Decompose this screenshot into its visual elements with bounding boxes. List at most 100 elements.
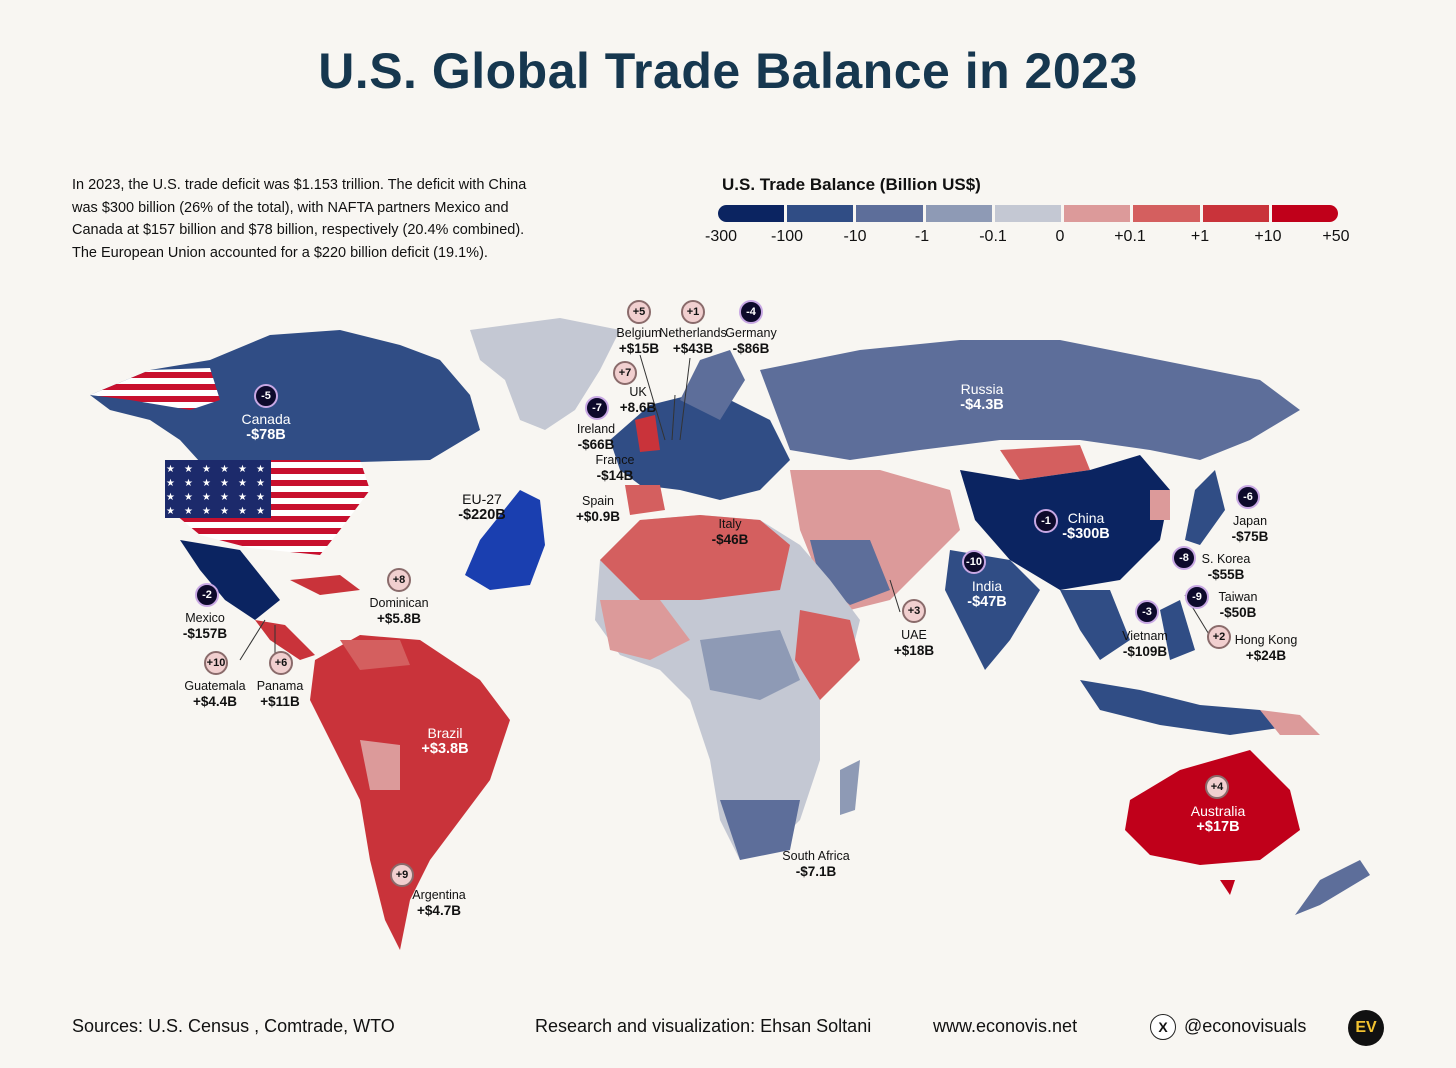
country-label-uk: UK +8.6B	[620, 385, 656, 416]
world-map: ★	[90, 318, 1370, 950]
region-spain	[625, 485, 665, 515]
country-label-southafrica: South Africa -$7.1B	[782, 849, 849, 880]
country-label-france: France -$14B	[596, 453, 635, 484]
region-japan	[1185, 470, 1225, 545]
legend-swatch	[1271, 205, 1338, 222]
region-australia	[1125, 750, 1300, 865]
rank-badge-skorea: -8	[1172, 546, 1196, 570]
country-balance-value: -$4.3B	[960, 397, 1004, 413]
country-label-japan: Japan -$75B	[1232, 514, 1269, 545]
rank-badge-hongkong: +2	[1207, 625, 1231, 649]
legend-tick-label: +10	[1254, 228, 1282, 245]
country-name: South Africa	[782, 849, 850, 863]
region-eu27-inset	[465, 490, 545, 590]
country-name: Vietnam	[1122, 629, 1168, 643]
country-name: Mexico	[185, 611, 225, 625]
rank-badge-ireland: -7	[585, 396, 609, 420]
country-name: India	[971, 578, 1003, 594]
country-name: China	[1067, 510, 1105, 526]
region-southern-africa	[720, 800, 800, 860]
legend-swatch	[856, 205, 923, 222]
country-label-belgium: Belgium +$15B	[616, 326, 661, 357]
country-label-taiwan: Taiwan -$50B	[1219, 590, 1258, 621]
footer-website[interactable]: www.econovis.net	[933, 1016, 1078, 1036]
country-label-hongkong: Hong Kong +$24B	[1235, 633, 1298, 664]
country-label-skorea: S. Korea -$55B	[1202, 552, 1251, 583]
country-name: Hong Kong	[1234, 633, 1298, 647]
country-label-argentina: Argentina +$4.7B	[412, 888, 466, 919]
intro-text: In 2023, the U.S. trade deficit was $1.1…	[72, 177, 527, 261]
region-central-africa	[700, 630, 800, 700]
country-name: Italy	[718, 517, 742, 531]
region-philippines	[1160, 600, 1195, 660]
region-china	[960, 455, 1170, 590]
country-balance-value: -$55B	[1207, 567, 1245, 582]
rank-badge-vietnam: -3	[1135, 600, 1159, 624]
region-india	[945, 550, 1040, 670]
region-png	[1260, 710, 1320, 735]
region-greenland	[470, 318, 620, 430]
region-indonesia	[1080, 680, 1300, 735]
country-label-australia: Australia +$17B	[1191, 804, 1245, 836]
rank-badge-argentina: +9	[390, 863, 414, 887]
country-balance-value: +$17B	[1196, 819, 1240, 835]
country-balance-value: +8.6B	[619, 400, 657, 415]
country-balance-value: +$11B	[260, 694, 300, 709]
country-balance-value: -$109B	[1122, 644, 1168, 659]
rank-badge-uae: +3	[902, 599, 926, 623]
country-balance-value: -$78B	[246, 427, 286, 443]
region-mexico	[180, 540, 280, 620]
region-bolivia	[360, 740, 400, 790]
country-name: Germany	[725, 326, 777, 340]
region-venezuela	[340, 640, 410, 670]
x-icon[interactable]: X	[1150, 1014, 1176, 1040]
rank-badge-australia: +4	[1205, 775, 1229, 799]
footer-credit: Research and visualization: Ehsan Soltan…	[535, 1016, 872, 1036]
country-label-mexico: Mexico -$157B	[183, 611, 227, 642]
country-balance-value: +$0.9B	[576, 509, 620, 524]
legend-tick-label: +1	[1190, 228, 1210, 245]
country-balance-value: -$47B	[967, 594, 1007, 610]
country-name: S. Korea	[1201, 552, 1251, 566]
country-label-canada: Canada -$78B	[241, 412, 290, 444]
rank-badge-netherlands: +1	[681, 300, 705, 324]
country-name: France	[595, 453, 635, 467]
country-name: Japan	[1232, 514, 1268, 528]
region-north-africa	[600, 515, 790, 600]
legend-swatch	[1202, 205, 1269, 222]
rank-badge-panama: +6	[269, 651, 293, 675]
legend-color-scale	[718, 205, 1338, 222]
legend-ticks: -300 -100 -10 -1 -0.1 0 +0.1 +1 +10 +50	[0, 228, 1456, 250]
rank-badge-china: -1	[1034, 509, 1058, 533]
country-name: Taiwan	[1218, 590, 1258, 604]
country-balance-value: -$66B	[577, 437, 615, 452]
legend-swatch	[1064, 205, 1131, 222]
rank-badge-japan: -6	[1236, 485, 1260, 509]
country-balance-value: -$75B	[1231, 529, 1269, 544]
country-label-india: India -$47B	[967, 578, 1007, 611]
country-balance-value: +$24B	[1245, 648, 1287, 663]
country-name: Argentina	[412, 888, 466, 902]
region-new-zealand	[1295, 860, 1370, 915]
legend-swatch	[1133, 205, 1200, 222]
rank-badge-germany: -4	[739, 300, 763, 324]
page-title: U.S. Global Trade Balance in 2023	[318, 43, 1138, 99]
region-mongolia	[1000, 445, 1090, 480]
legend-title: U.S. Trade Balance (Billion US$)	[722, 175, 981, 194]
country-name: Belgium	[616, 326, 662, 340]
legend-tick-label: -300	[704, 228, 738, 245]
country-balance-value: +$4.7B	[417, 903, 461, 918]
country-label-panama: Panama +$11B	[257, 679, 304, 710]
legend-swatch	[787, 205, 854, 222]
legend-tick-label: +0.1	[1114, 228, 1146, 245]
country-label-dominican: Dominican +$5.8B	[369, 596, 428, 627]
country-name: Dominican	[369, 596, 429, 610]
country-label-spain: Spain +$0.9B	[576, 494, 620, 525]
footer-handle[interactable]: @econovisuals	[1184, 1016, 1307, 1036]
rank-badge-uk: +7	[613, 361, 637, 385]
country-name: Russia	[960, 381, 1004, 397]
rank-badge-dominican: +8	[387, 568, 411, 592]
country-label-netherlands: Netherlands +$43B	[659, 326, 726, 357]
region-uk	[635, 415, 660, 452]
country-name: UK	[629, 385, 647, 399]
